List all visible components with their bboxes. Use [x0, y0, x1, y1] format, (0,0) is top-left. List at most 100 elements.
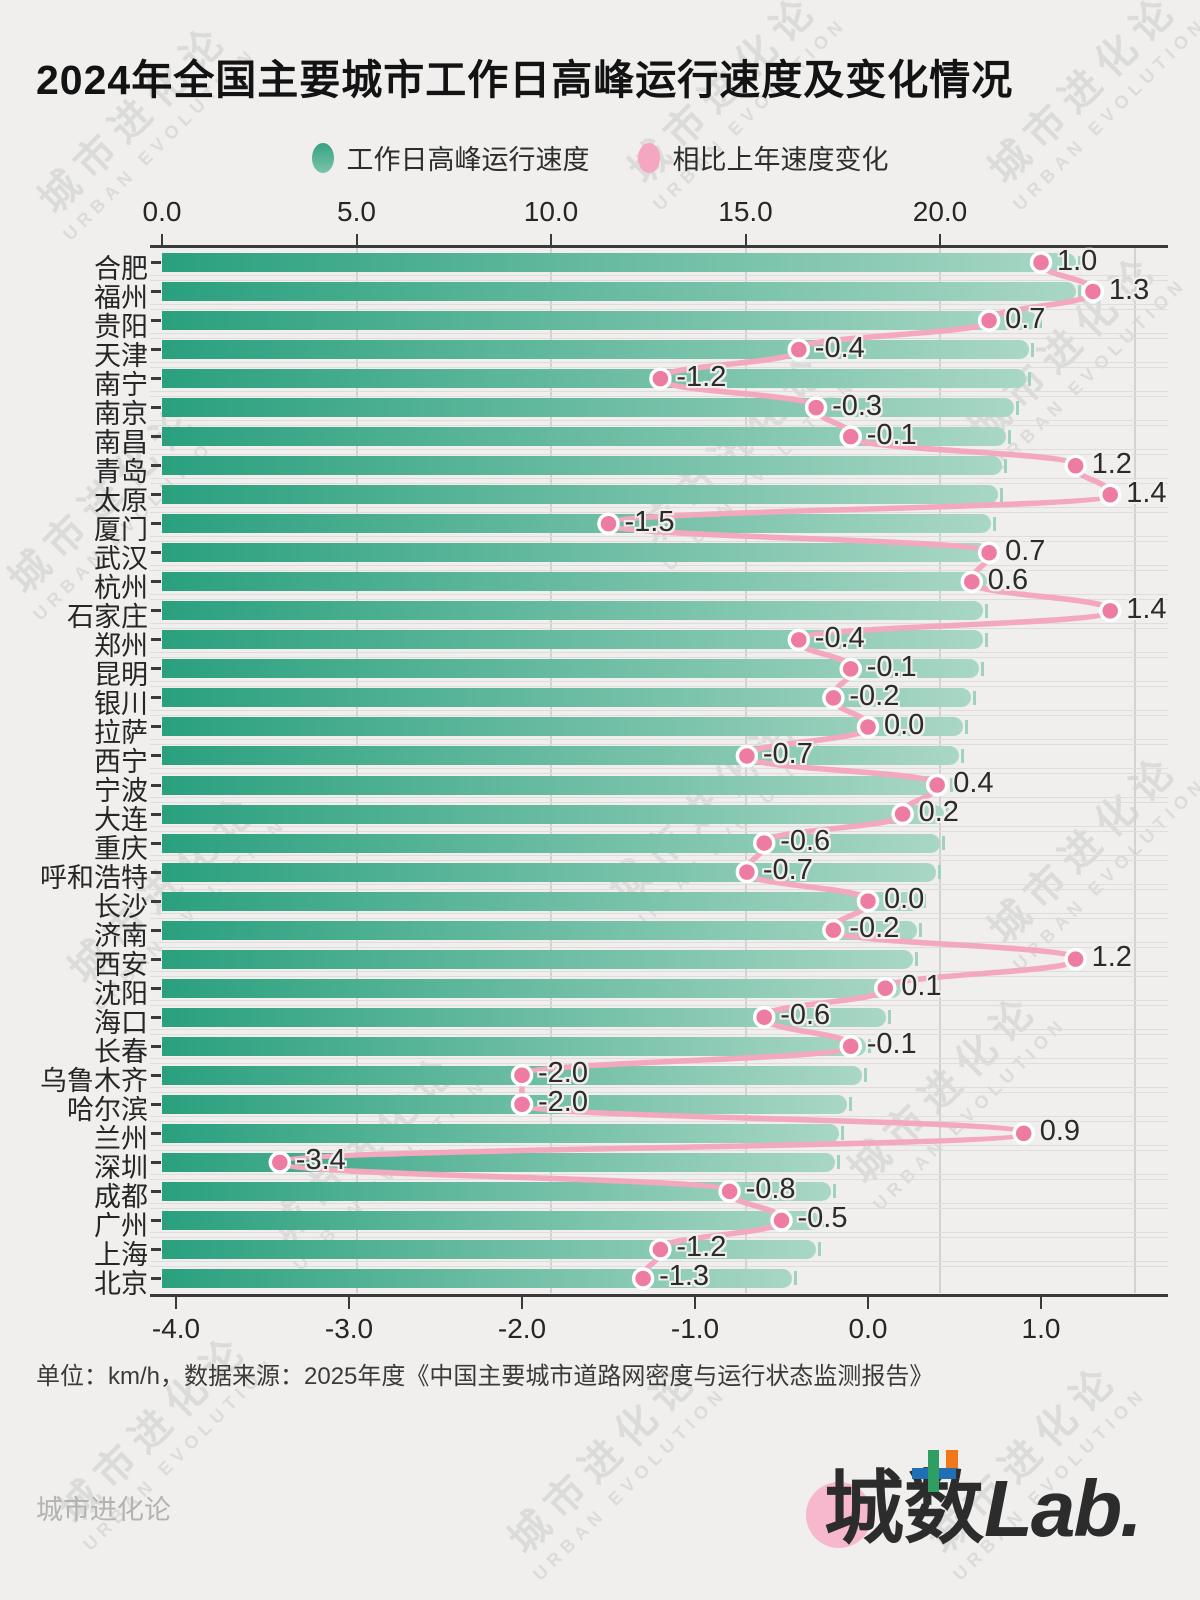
bar-end-whisker — [868, 1039, 872, 1054]
logo-pink-circle-icon — [806, 1482, 872, 1548]
change-dot — [977, 309, 1001, 332]
city-label: 昆明 — [94, 659, 148, 690]
city-axis-tick — [151, 319, 161, 323]
speed-bar — [162, 311, 1038, 331]
change-value-label: -0.7 — [762, 737, 813, 770]
row-separator — [150, 477, 1168, 484]
change-value-label: -0.2 — [849, 912, 900, 945]
speed-bar — [162, 1210, 820, 1230]
change-value-label: 0.2 — [918, 796, 959, 829]
city-axis-tick — [151, 609, 161, 613]
row-separator — [150, 506, 1168, 513]
speed-bar — [162, 949, 913, 969]
change-dot — [839, 1035, 862, 1058]
change-value-label: -0.7 — [762, 854, 813, 887]
city-axis-tick — [151, 551, 161, 555]
bar-end-whisker — [836, 1155, 840, 1170]
row-separator — [150, 826, 1168, 833]
speed-bar — [162, 1007, 886, 1027]
logo-lab-text: Lab. — [984, 1464, 1142, 1553]
bar-end-whisker — [984, 603, 988, 618]
city-axis-tick — [151, 696, 161, 700]
source-note: 单位：km/h，数据来源：2025年度《中国主要城市道路网密度与运行状态监测报告… — [36, 1363, 934, 1390]
bottom-axis-line — [150, 1294, 1168, 1297]
city-axis-tick — [151, 1247, 161, 1251]
city-axis-tick — [151, 1073, 161, 1077]
speed-bar — [162, 833, 940, 853]
speed-bar — [162, 369, 1026, 389]
city-axis-tick — [151, 1044, 161, 1048]
city-axis-tick — [151, 435, 161, 439]
chart-legend: 工作日高峰运行速度 相比上年速度变化 — [0, 138, 1200, 177]
city-label: 广州 — [94, 1211, 148, 1242]
bar-end-whisker — [833, 1184, 837, 1199]
city-axis-tick — [151, 870, 161, 874]
speed-bar — [162, 485, 999, 505]
change-value-label: 1.4 — [1126, 592, 1167, 625]
row-separator — [150, 303, 1168, 310]
change-value-label: -1.5 — [624, 505, 675, 538]
change-dot — [960, 570, 984, 594]
speed-bar — [162, 659, 979, 679]
speed-bar — [162, 717, 964, 737]
bottom-axis-tick — [867, 1297, 869, 1309]
row-separator — [150, 855, 1168, 862]
city-axis-tick — [151, 580, 161, 584]
change-dot — [822, 918, 845, 942]
change-value-label: 0.1 — [901, 970, 942, 1003]
row-separator — [150, 797, 1168, 804]
bar-end-whisker — [864, 1068, 868, 1083]
vertical-gridline — [939, 248, 941, 1293]
row-separator — [150, 274, 1168, 281]
change-value-label: -0.8 — [745, 1173, 796, 1206]
city-axis-tick — [151, 783, 161, 787]
change-value-label: 0.4 — [953, 767, 994, 799]
change-dot — [1064, 947, 1087, 971]
change-dot — [1098, 599, 1122, 623]
change-dot — [268, 1151, 292, 1174]
bar-end-whisker — [1078, 284, 1082, 299]
change-dot — [856, 889, 880, 913]
legend-label-speed: 工作日高峰运行速度 — [346, 145, 590, 175]
row-separator — [150, 419, 1168, 426]
row-separator — [150, 1000, 1168, 1007]
city-axis-tick — [151, 1218, 161, 1222]
change-dot — [856, 715, 880, 739]
top-axis-tick-label: 15.0 — [718, 196, 773, 227]
city-label: 太原 — [94, 485, 148, 516]
logo-chart-bar-orange-icon — [946, 1450, 958, 1468]
bar-end-whisker — [1039, 313, 1043, 328]
city-axis-tick — [151, 290, 161, 294]
change-legend-marker-icon — [637, 142, 660, 173]
change-dot — [597, 512, 620, 536]
city-axis-tick — [151, 928, 161, 932]
city-label: 成都 — [94, 1182, 148, 1213]
city-axis-tick — [151, 1131, 161, 1135]
row-separator — [150, 1029, 1168, 1036]
change-dot — [510, 1064, 534, 1087]
city-label: 福州 — [94, 282, 148, 313]
row-separator — [150, 535, 1168, 542]
speed-bar — [162, 1094, 847, 1114]
city-label: 拉萨 — [94, 717, 148, 748]
logo-chart-bar-green-icon — [928, 1450, 939, 1492]
city-axis-tick — [151, 957, 161, 961]
bar-end-whisker — [1078, 255, 1082, 270]
bar-end-whisker — [1000, 487, 1004, 502]
bottom-axis-tick — [348, 1297, 350, 1309]
city-axis-tick — [151, 261, 161, 264]
change-dot — [1098, 483, 1122, 506]
bottom-axis-tick — [521, 1297, 523, 1309]
change-value-label: -2.0 — [538, 1086, 588, 1119]
change-dot — [718, 1180, 741, 1203]
change-value-label: -1.2 — [676, 1231, 727, 1264]
row-separator — [150, 738, 1168, 745]
change-value-label: -0.5 — [797, 1202, 848, 1235]
city-axis-tick — [151, 1102, 161, 1106]
top-axis-tick — [355, 234, 358, 246]
change-dot — [1029, 251, 1053, 274]
bar-end-whisker — [903, 981, 907, 996]
city-label: 南昌 — [94, 427, 148, 458]
city-label: 乌鲁木齐 — [40, 1066, 148, 1097]
